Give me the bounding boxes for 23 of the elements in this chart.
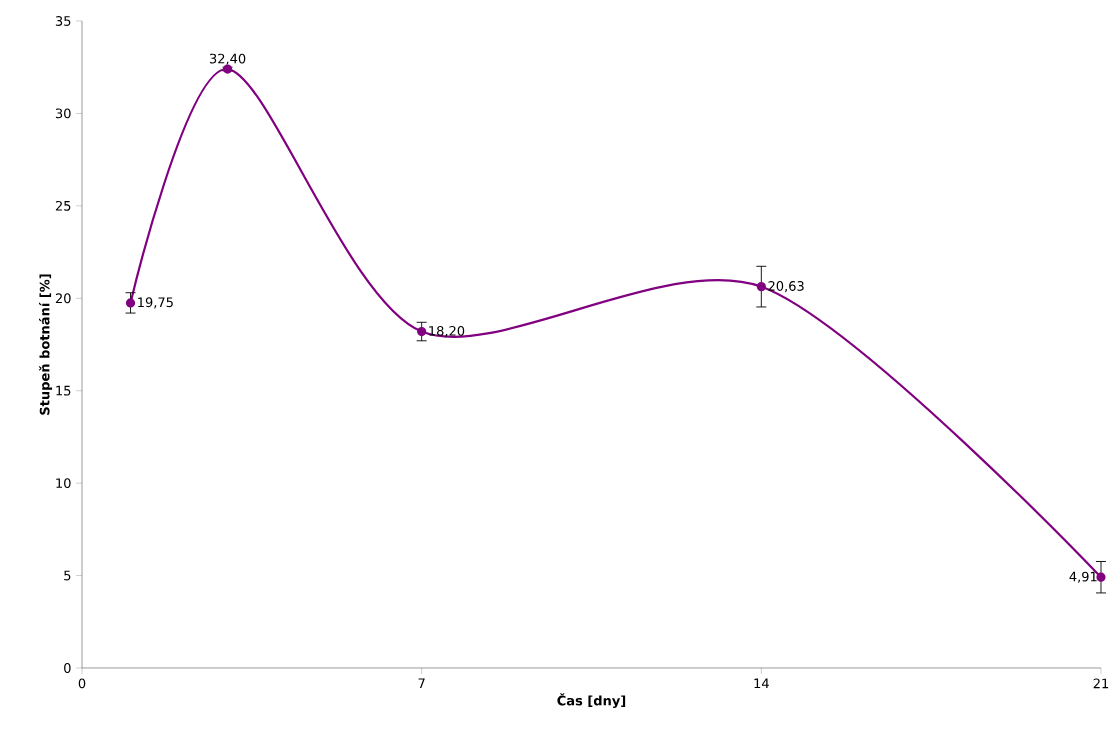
data-label: 19,75 <box>138 297 173 309</box>
point <box>125 298 136 308</box>
y-tick-label: 20 <box>55 293 71 304</box>
data-label: 32,40 <box>209 53 246 65</box>
point <box>756 282 766 292</box>
y-tick-label: 0 <box>64 663 71 673</box>
x-tick-label: 7 <box>418 678 425 688</box>
x-tick-label: 21 <box>1093 678 1109 689</box>
y-tick-label: 15 <box>56 385 71 396</box>
y-tick-label: 5 <box>64 570 71 581</box>
x-tick-label: 14 <box>754 678 769 688</box>
data-label: 18,20 <box>429 325 465 338</box>
y-tick-label: 35 <box>55 16 71 26</box>
y-tick-label: 25 <box>55 200 71 211</box>
y-tick-label: 10 <box>56 478 71 489</box>
x-axis-title: Čas [dny] <box>557 693 626 709</box>
y-tick-label: 30 <box>55 108 71 119</box>
data-label: 4,91 <box>1069 571 1097 583</box>
y-axis-title: Stupeň botnání [%] <box>38 274 53 415</box>
point <box>1096 572 1106 582</box>
x-tick-label: 0 <box>78 678 86 689</box>
data-label: 20,63 <box>768 281 804 293</box>
point <box>417 326 427 337</box>
